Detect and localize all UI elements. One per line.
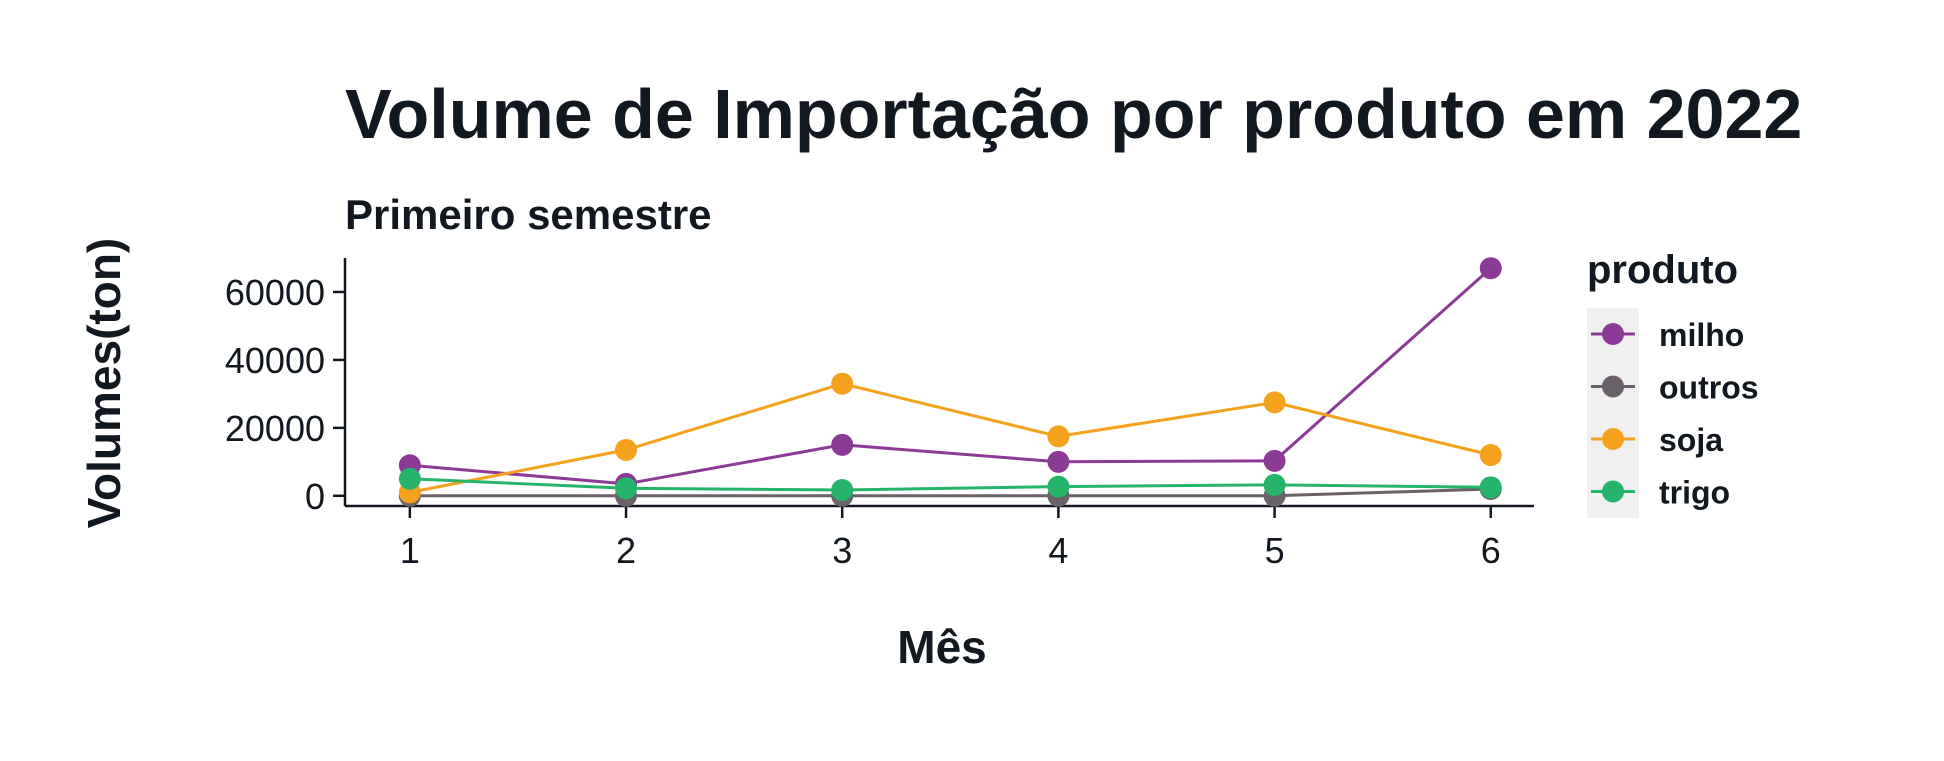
series-line-soja	[409, 382, 1492, 494]
legend-item-soja: soja	[1591, 422, 1723, 458]
series-line-milho	[409, 267, 1492, 486]
x-axis-title: Mês	[897, 621, 986, 673]
data-point-soja	[1263, 391, 1286, 414]
data-point-soja	[1047, 425, 1070, 448]
legend-item-milho: milho	[1591, 317, 1744, 353]
x-tick-label: 4	[1048, 530, 1068, 571]
legend-label: milho	[1659, 317, 1744, 353]
y-axis-title: Volumes(ton)	[78, 238, 130, 528]
series-trigo	[398, 467, 1502, 502]
y-tick-label: 60000	[225, 272, 325, 313]
data-point-trigo	[831, 479, 854, 502]
x-tick-label: 2	[616, 530, 636, 571]
data-point-soja	[831, 372, 854, 395]
x-tick-label: 1	[400, 530, 420, 571]
series-soja	[398, 372, 1502, 504]
x-tick-label: 6	[1481, 530, 1501, 571]
y-tick-label: 20000	[225, 408, 325, 449]
legend-key-marker	[1602, 375, 1624, 398]
y-tick-label: 0	[305, 476, 325, 517]
data-point-trigo	[1047, 475, 1070, 498]
y-tick-label: 40000	[225, 340, 325, 381]
legend-label: soja	[1659, 422, 1723, 458]
series-outros	[398, 478, 1502, 507]
series-milho	[398, 257, 1502, 495]
data-point-milho	[1047, 450, 1070, 473]
data-point-milho	[831, 433, 854, 456]
legend: produto milho outros soja trigo	[1587, 248, 1759, 518]
x-tick-label: 3	[832, 530, 852, 571]
legend-key-marker	[1602, 480, 1624, 503]
series-group	[398, 257, 1502, 507]
series-line-outros	[409, 487, 1491, 498]
data-point-trigo	[1263, 473, 1286, 496]
series-line-trigo	[409, 477, 1491, 492]
data-point-milho	[1263, 449, 1286, 472]
data-point-soja	[615, 438, 638, 461]
data-point-milho	[1479, 257, 1502, 280]
legend-item-trigo: trigo	[1591, 475, 1730, 511]
data-point-trigo	[1479, 476, 1502, 499]
legend-item-outros: outros	[1591, 370, 1759, 406]
legend-title: produto	[1587, 248, 1738, 292]
legend-key-marker	[1602, 428, 1624, 450]
data-point-soja	[1479, 444, 1502, 467]
legend-label: trigo	[1659, 475, 1730, 511]
legend-label: outros	[1659, 370, 1759, 406]
legend-key-marker	[1602, 323, 1624, 345]
data-point-trigo	[615, 477, 638, 500]
chart-title: Volume de Importação por produto em 2022	[345, 75, 1802, 153]
axes: 0 20000 40000 60000 1 2 3 4 5 6	[225, 258, 1534, 571]
chart-subtitle: Primeiro semestre	[345, 191, 712, 238]
data-point-trigo	[398, 467, 421, 490]
x-tick-label: 5	[1265, 530, 1285, 571]
